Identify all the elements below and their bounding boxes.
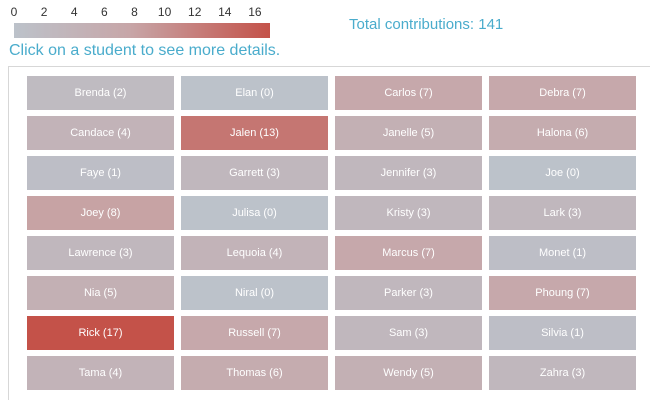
student-tile[interactable]: Elan (0) (181, 76, 328, 110)
student-tile[interactable]: Joe (0) (489, 156, 636, 190)
student-tile[interactable]: Niral (0) (181, 276, 328, 310)
student-tile[interactable]: Jalen (13) (181, 116, 328, 150)
student-tile[interactable]: Thomas (6) (181, 356, 328, 390)
student-tile[interactable]: Julisa (0) (181, 196, 328, 230)
legend-gradient-bar (14, 23, 270, 38)
student-tile[interactable]: Tama (4) (27, 356, 174, 390)
student-tile[interactable]: Monet (1) (489, 236, 636, 270)
student-tile[interactable]: Kristy (3) (335, 196, 482, 230)
student-tile[interactable]: Halona (6) (489, 116, 636, 150)
student-tile[interactable]: Janelle (5) (335, 116, 482, 150)
student-tile[interactable]: Faye (1) (27, 156, 174, 190)
student-tile[interactable]: Silvia (1) (489, 316, 636, 350)
legend-tick-label: 0 (10, 5, 18, 19)
legend-tick-label: 10 (157, 5, 172, 19)
legend-tick-label: 16 (248, 5, 262, 19)
student-tile[interactable]: Nia (5) (27, 276, 174, 310)
total-contributions: Total contributions: 141 (349, 16, 504, 33)
student-tile[interactable]: Carlos (7) (335, 76, 482, 110)
student-tile[interactable]: Jennifer (3) (335, 156, 482, 190)
student-tile[interactable]: Garrett (3) (181, 156, 328, 190)
legend-tick-label: 6 (101, 5, 108, 19)
student-tile[interactable]: Phoung (7) (489, 276, 636, 310)
legend-tick-labels: 0 2 4 6 8 10 12 14 16 (0, 4, 280, 20)
student-grid: Brenda (2) Elan (0) Carlos (7) Debra (7) Can… (27, 76, 636, 390)
student-tile[interactable]: Rick (17) (27, 316, 174, 350)
student-tile[interactable]: Zahra (3) (489, 356, 636, 390)
student-tile[interactable]: Lawrence (3) (27, 236, 174, 270)
legend-tick-label: 8 (131, 5, 138, 19)
instructions-text: Click on a student to see more details. (9, 42, 281, 59)
student-tile[interactable]: Wendy (5) (335, 356, 482, 390)
color-legend: 0 2 4 6 8 10 12 14 16 (0, 4, 280, 38)
student-tile[interactable]: Joey (8) (27, 196, 174, 230)
legend-tick-label: 2 (40, 5, 48, 19)
legend-tick-label: 4 (70, 5, 78, 19)
student-tile[interactable]: Parker (3) (335, 276, 482, 310)
student-tile[interactable]: Lark (3) (489, 196, 636, 230)
legend-tick-label: 12 (188, 5, 202, 19)
student-tile[interactable]: Russell (7) (181, 316, 328, 350)
student-tile[interactable]: Brenda (2) (27, 76, 174, 110)
student-tile[interactable]: Sam (3) (335, 316, 482, 350)
student-grid-panel: Brenda (2) Elan (0) Carlos (7) Debra (7) Can… (8, 66, 650, 400)
student-tile[interactable]: Lequoia (4) (181, 236, 328, 270)
student-tile[interactable]: Debra (7) (489, 76, 636, 110)
legend-tick-label: 14 (218, 5, 232, 19)
student-tile[interactable]: Candace (4) (27, 116, 174, 150)
student-tile[interactable]: Marcus (7) (335, 236, 482, 270)
